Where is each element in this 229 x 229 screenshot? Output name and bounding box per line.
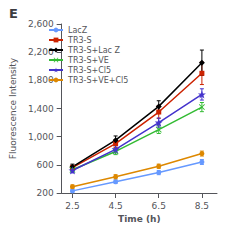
- svg-text:1,400: 1,400: [28, 104, 54, 114]
- svg-text:600: 600: [36, 160, 53, 170]
- svg-text:2,200: 2,200: [28, 47, 54, 57]
- svg-text:LacZ: LacZ: [68, 26, 88, 35]
- svg-text:200: 200: [36, 188, 53, 198]
- svg-text:TR3-S+Cl5: TR3-S+Cl5: [67, 66, 111, 75]
- svg-text:1,000: 1,000: [28, 132, 54, 142]
- svg-text:TR3-S: TR3-S: [67, 36, 92, 45]
- svg-text:8.5: 8.5: [195, 201, 209, 211]
- svg-text:TR3-S+VE+Cl5: TR3-S+VE+Cl5: [67, 76, 128, 85]
- svg-text:4.5: 4.5: [108, 201, 122, 211]
- svg-text:1,800: 1,800: [27, 75, 54, 86]
- svg-text:Fluorescence Intensity: Fluorescence Intensity: [8, 57, 18, 159]
- svg-text:2.5: 2.5: [65, 201, 79, 211]
- svg-text:6.5: 6.5: [152, 201, 166, 211]
- svg-text:E: E: [9, 6, 18, 21]
- svg-text:Time (h): Time (h): [118, 214, 160, 224]
- svg-text:2,600: 2,600: [28, 19, 54, 29]
- svg-text:TR3-S+VE: TR3-S+VE: [67, 56, 109, 65]
- svg-text:TR3-S+Lac Z: TR3-S+Lac Z: [67, 46, 121, 55]
